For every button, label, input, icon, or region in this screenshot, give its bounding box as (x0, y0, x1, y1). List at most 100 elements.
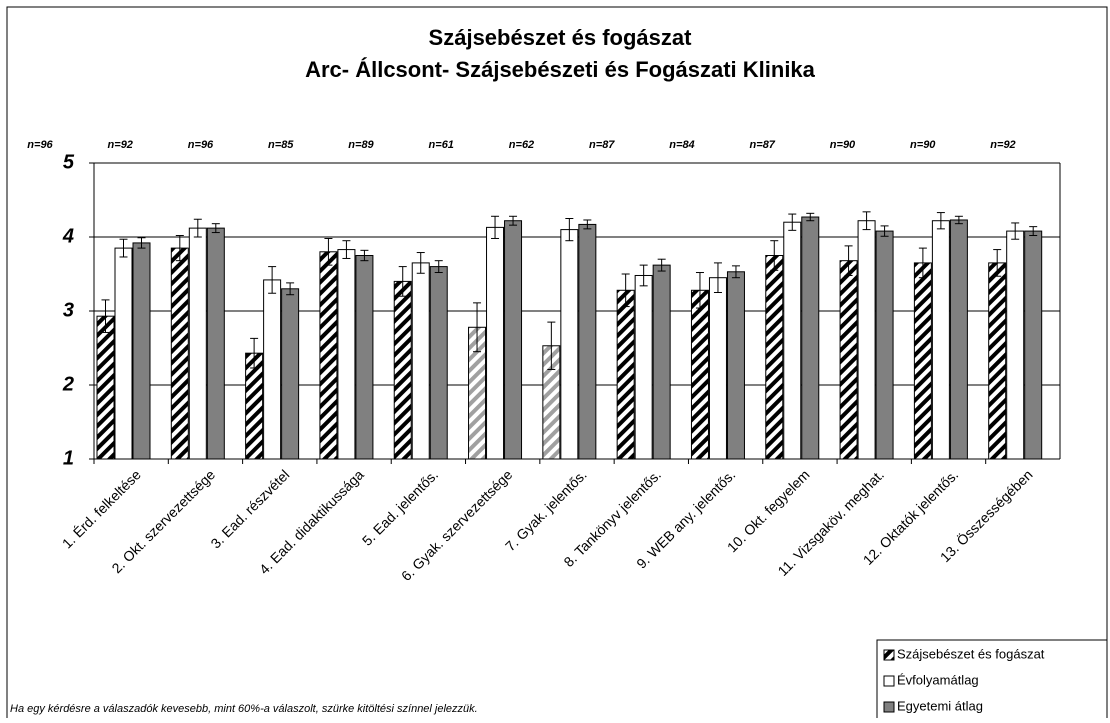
y-tick-label: 1 (63, 447, 74, 469)
n-label: n=96 (188, 139, 214, 151)
bar (319, 251, 338, 460)
bar (616, 289, 635, 460)
legend-swatch (883, 701, 895, 713)
legend-box (876, 639, 1108, 721)
n-label: n=89 (348, 139, 374, 151)
bar (1024, 230, 1043, 460)
error-bar (954, 215, 963, 225)
error-bar (250, 337, 259, 369)
x-tick-label: 3. Ead. részvétel (207, 466, 292, 551)
error-bar (101, 299, 110, 333)
error-bar (788, 213, 797, 231)
error-bar (268, 266, 277, 294)
error-bar (639, 264, 648, 287)
bar (690, 289, 709, 460)
error-bar (491, 215, 500, 239)
y-tick-label: 4 (62, 225, 74, 247)
n-label: n=85 (268, 139, 294, 151)
n-label: n=62 (509, 139, 534, 151)
n-label: n=90 (830, 139, 856, 151)
bar (857, 220, 876, 460)
bar (132, 242, 151, 460)
error-bar (324, 237, 333, 266)
error-bar (918, 247, 927, 279)
x-tick-label: 1. Érd. felkeltése (59, 466, 144, 551)
error-bar (731, 265, 740, 279)
error-bar (657, 258, 666, 272)
n-label: n=87 (750, 139, 776, 151)
error-bar (565, 218, 574, 242)
bar (188, 227, 207, 460)
bar (839, 260, 858, 460)
bar (765, 255, 784, 460)
bar (560, 229, 579, 460)
bar (355, 255, 374, 460)
bar (114, 247, 133, 460)
legend-swatch (883, 675, 895, 687)
bar (245, 352, 264, 460)
bar (875, 230, 894, 460)
bar (411, 262, 430, 460)
n-label: n=84 (669, 139, 694, 151)
y-tick-label: 2 (62, 373, 74, 395)
error-bar (695, 272, 704, 309)
error-bar (342, 240, 351, 259)
chart-subtitle: Arc- Állcsont- Szájsebészeti és Fogászat… (305, 57, 816, 82)
bar (263, 279, 282, 460)
error-bar (137, 237, 146, 249)
bar (578, 223, 597, 460)
bar (949, 219, 968, 460)
bar (783, 221, 802, 460)
bar (96, 315, 115, 460)
error-bar (936, 212, 945, 230)
y-tick-label: 5 (63, 151, 75, 173)
bar (429, 266, 448, 460)
error-bar (509, 215, 518, 226)
legend-label: Évfolyamátlag (897, 672, 979, 687)
bar (801, 216, 820, 460)
bar (708, 277, 727, 460)
chart-title: Szájsebészet és fogászat (429, 25, 693, 50)
error-bar (398, 266, 407, 297)
error-bar (862, 211, 871, 231)
n-label: n=96 (27, 139, 53, 151)
legend-label: Szájsebészet és fogászat (897, 646, 1045, 661)
error-bar (193, 218, 202, 238)
n-label: n=87 (589, 139, 615, 151)
bar (281, 288, 300, 460)
y-tick-label: 3 (63, 299, 74, 321)
x-tick-label: 7. Gyak. jelentős. (502, 466, 590, 554)
error-bar (713, 262, 722, 293)
bar (170, 247, 189, 460)
error-bar (175, 235, 184, 262)
bar (393, 280, 412, 460)
error-bar (621, 273, 630, 308)
bar (486, 226, 505, 460)
n-label: n=61 (429, 139, 454, 151)
error-bar (583, 219, 592, 230)
bar (913, 262, 932, 460)
footnote: Ha egy kérdésre a válaszadók kevesebb, m… (10, 703, 478, 715)
bar (634, 274, 653, 460)
error-bar (770, 240, 779, 271)
bar (206, 227, 225, 460)
error-bar (434, 260, 443, 274)
error-bar (844, 245, 853, 276)
bar (988, 262, 1007, 460)
bar (337, 249, 356, 460)
legend-swatch (883, 649, 895, 661)
bar (504, 220, 523, 460)
error-bar (806, 212, 815, 222)
bar (726, 271, 745, 460)
n-label: n=92 (108, 139, 133, 151)
error-bar (286, 282, 295, 296)
error-bar (473, 302, 482, 353)
bar (1006, 230, 1025, 460)
legend-label: Egyetemi átlag (897, 698, 983, 713)
x-tick-label: 5. Ead. jelentős. (359, 466, 441, 548)
error-bar (880, 225, 889, 237)
bar (652, 264, 671, 460)
error-bar (1011, 222, 1020, 240)
error-bar (1029, 226, 1038, 237)
